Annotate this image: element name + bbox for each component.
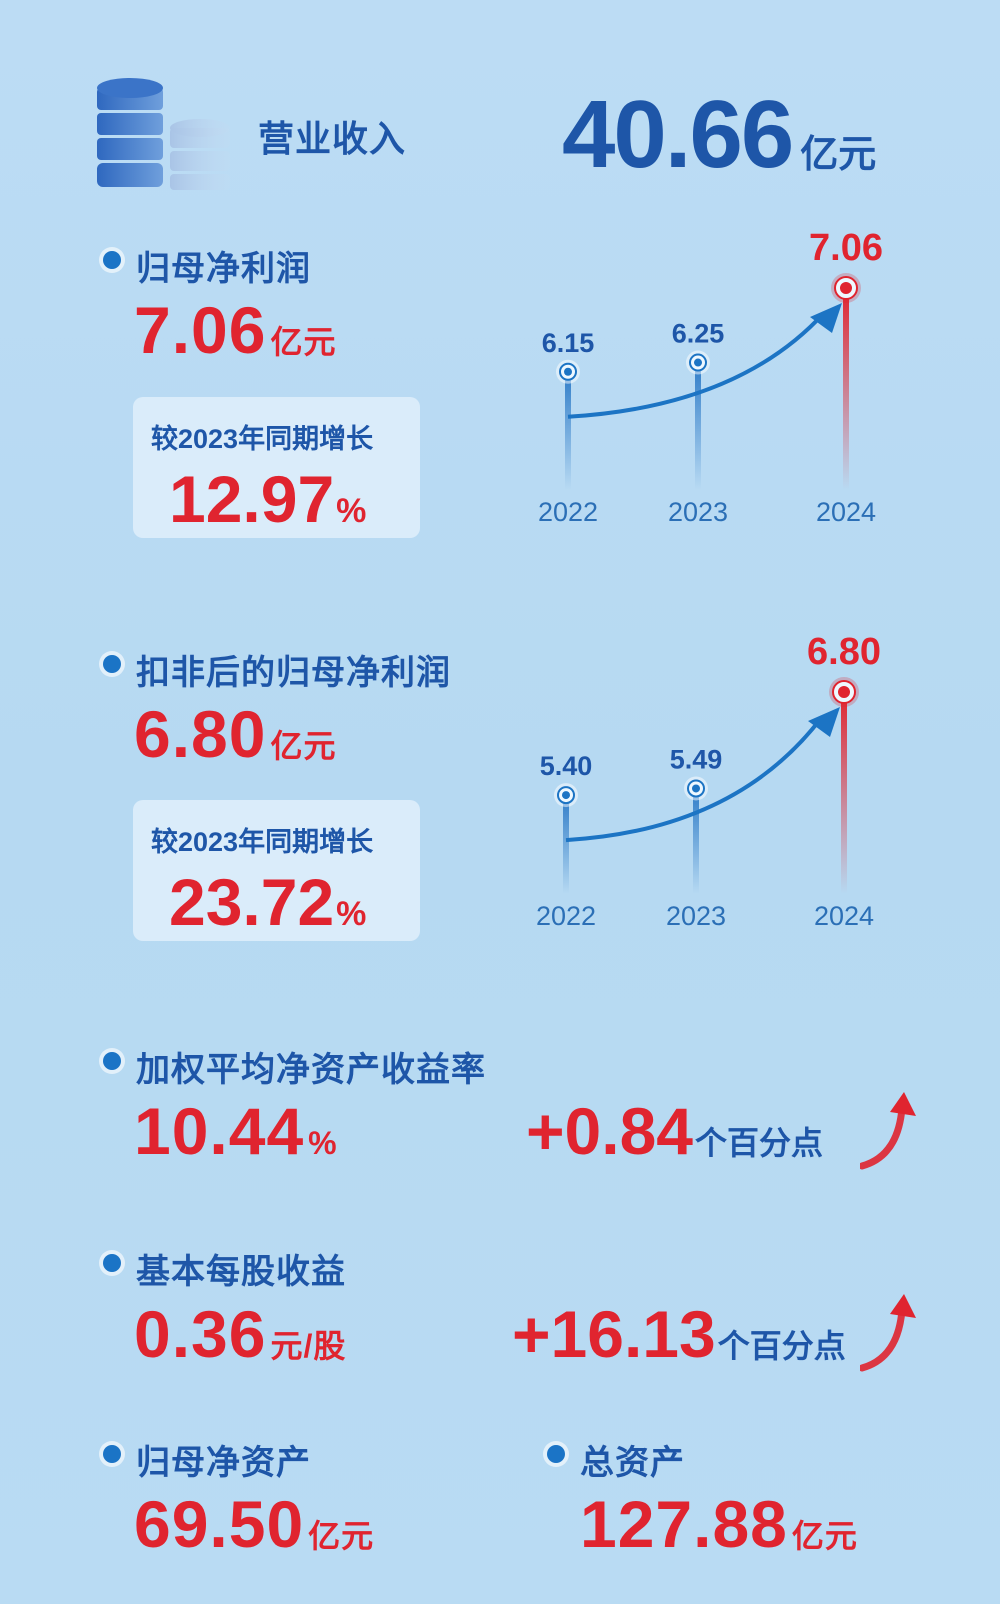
chart-stem xyxy=(565,371,571,490)
revenue-label: 营业收入 xyxy=(258,118,407,159)
net-profit-growth-box: 较2023年同期增长 12.97% xyxy=(133,397,420,538)
roe-value: 10.44% xyxy=(134,1093,338,1169)
net-assets-value: 69.50 亿元 xyxy=(134,1486,374,1562)
eps-change: +16.13个百分点 xyxy=(512,1296,846,1372)
revenue-unit: 亿元 xyxy=(800,134,877,176)
chart-stem xyxy=(563,795,569,894)
chart-stem xyxy=(693,788,699,894)
chart-point xyxy=(556,359,580,384)
total-assets-value: 127.88 亿元 xyxy=(580,1486,858,1562)
coin-stack-icon xyxy=(95,76,245,191)
net-profit-chart: 6.15 2022 6.25 2023 7.06 2024 xyxy=(538,227,883,527)
eps-change-unit: 个百分点 xyxy=(717,1328,846,1364)
chart-point xyxy=(831,273,861,303)
deducted-profit-unit: 亿元 xyxy=(270,728,337,764)
growth-arrow xyxy=(565,715,824,843)
up-arrow-icon xyxy=(860,1294,916,1372)
revenue-number: 40.66 xyxy=(562,81,794,188)
year-label: 2024 xyxy=(816,497,876,527)
roe-change: +0.84个百分点 xyxy=(526,1093,823,1169)
deducted-profit-number: 6.80 xyxy=(134,697,267,771)
chart-point xyxy=(554,783,578,808)
growth-value: 12.97% xyxy=(169,461,366,537)
roe-change-unit: 个百分点 xyxy=(695,1125,824,1161)
value-label: 6.80 xyxy=(807,631,881,673)
deducted-profit-growth-box: 较2023年同期增长 23.72% xyxy=(133,800,420,941)
value-label: 5.40 xyxy=(540,751,593,781)
year-label: 2022 xyxy=(538,497,598,527)
year-label: 2023 xyxy=(668,497,728,527)
eps-value: 0.36 元/股 xyxy=(134,1296,346,1372)
net-profit-value: 7.06 亿元 xyxy=(134,292,336,368)
growth-arrow xyxy=(567,311,826,419)
net-assets-label: 归母净资产 xyxy=(136,1444,311,1482)
growth-unit: % xyxy=(336,492,367,530)
bullet-icon xyxy=(103,1052,121,1070)
eps-label: 基本每股收益 xyxy=(136,1253,346,1291)
chart-stem xyxy=(841,692,847,894)
value-label: 7.06 xyxy=(809,227,883,269)
net-assets-unit: 亿元 xyxy=(308,1518,375,1554)
roe-change-number: +0.84 xyxy=(526,1094,693,1168)
chart-stem xyxy=(695,362,701,490)
net-profit-number: 7.06 xyxy=(134,293,267,367)
chart-stem xyxy=(843,288,849,490)
total-assets-number: 127.88 xyxy=(580,1487,788,1561)
revenue-value: 40.66 亿元 xyxy=(562,80,876,190)
eps-unit: 元/股 xyxy=(270,1328,347,1364)
eps-number: 0.36 xyxy=(134,1297,267,1371)
growth-number: 12.97 xyxy=(169,462,335,536)
year-label: 2024 xyxy=(814,901,874,931)
year-label: 2023 xyxy=(666,901,726,931)
roe-label: 加权平均净资产收益率 xyxy=(136,1051,486,1089)
bullet-icon xyxy=(103,1254,121,1272)
total-assets-unit: 亿元 xyxy=(791,1518,858,1554)
net-profit-unit: 亿元 xyxy=(270,324,337,360)
eps-change-number: +16.13 xyxy=(512,1297,716,1371)
value-label: 5.49 xyxy=(670,744,723,774)
up-arrow-icon xyxy=(860,1092,916,1170)
growth-unit: % xyxy=(336,895,367,933)
chart-point xyxy=(686,350,710,375)
growth-value: 23.72% xyxy=(169,864,366,940)
deducted-profit-label: 扣非后的归母净利润 xyxy=(136,654,451,692)
bullet-icon xyxy=(103,655,121,673)
bullet-icon xyxy=(103,1445,121,1463)
chart-point xyxy=(829,677,859,707)
deducted-profit-chart: 5.40 2022 5.49 2023 6.80 2024 xyxy=(536,631,881,931)
value-label: 6.15 xyxy=(542,328,595,358)
bullet-icon xyxy=(547,1445,565,1463)
growth-label: 较2023年同期增长 xyxy=(151,424,374,454)
growth-arrow-head xyxy=(810,303,842,333)
roe-unit: % xyxy=(308,1125,338,1161)
bullet-icon xyxy=(103,251,121,269)
roe-number: 10.44 xyxy=(134,1094,305,1168)
year-label: 2022 xyxy=(536,901,596,931)
growth-label: 较2023年同期增长 xyxy=(151,827,374,857)
deducted-profit-value: 6.80 亿元 xyxy=(134,696,336,772)
value-label: 6.25 xyxy=(672,319,725,349)
chart-point xyxy=(684,776,708,801)
growth-arrow-head xyxy=(808,707,840,737)
net-assets-number: 69.50 xyxy=(134,1487,305,1561)
total-assets-label: 总资产 xyxy=(580,1444,685,1482)
growth-number: 23.72 xyxy=(169,865,335,939)
net-profit-label: 归母净利润 xyxy=(136,250,311,288)
